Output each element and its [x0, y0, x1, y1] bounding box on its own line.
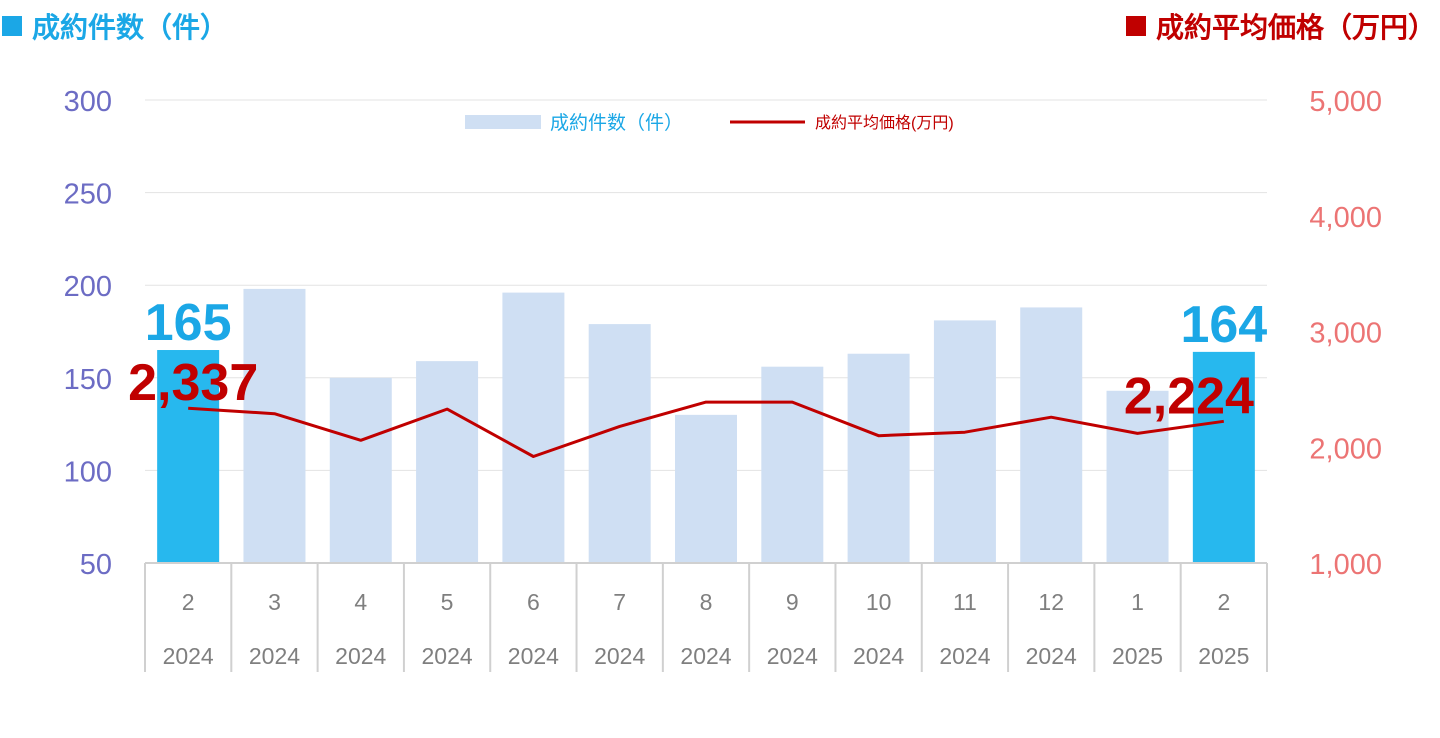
- left-axis-tick: 50: [80, 549, 112, 581]
- bar-count-6: [588, 324, 651, 563]
- count-data-label: 164: [1180, 296, 1267, 354]
- right-axis-tick: 2,000: [1309, 433, 1382, 465]
- left-axis-header: 成約件数（件）: [2, 6, 228, 46]
- legend-line-label: 成約平均価格(万円): [815, 114, 954, 132]
- x-tick-month: 10: [866, 589, 892, 615]
- price-data-label: 2,337: [128, 354, 258, 412]
- x-tick-month: 6: [527, 589, 540, 615]
- right-axis-tick: 5,000: [1309, 86, 1382, 118]
- x-tick-year: 2024: [249, 643, 300, 669]
- bar-count-13: [1192, 351, 1255, 563]
- legend-bar-swatch: [465, 115, 541, 129]
- bar-count-8: [761, 366, 824, 563]
- right-axis-tick: 3,000: [1309, 318, 1382, 350]
- bar-count-9: [847, 353, 910, 563]
- x-tick-year: 2024: [767, 643, 818, 669]
- bar-count-10: [933, 320, 996, 563]
- x-tick-month: 2: [182, 589, 195, 615]
- bar-count-3: [329, 377, 392, 563]
- x-tick-year: 2024: [853, 643, 904, 669]
- bar-count-1: [157, 350, 220, 563]
- x-tick-month: 9: [786, 589, 799, 615]
- x-tick-year: 2024: [421, 643, 472, 669]
- bar-count-12: [1106, 390, 1169, 563]
- left-axis-tick: 100: [64, 456, 112, 488]
- right-axis-tick: 1,000: [1309, 549, 1382, 581]
- left-axis-tick: 150: [64, 364, 112, 396]
- left-axis-header-text: 成約件数（件）: [32, 11, 229, 44]
- x-tick-year: 2024: [335, 643, 386, 669]
- right-axis-header-text: 成約平均価格（万円）: [1155, 11, 1436, 44]
- x-tick-month: 7: [613, 589, 626, 615]
- x-tick-year: 2024: [163, 643, 214, 669]
- bar-count-2: [243, 288, 306, 563]
- left-axis-tick: 300: [64, 86, 112, 118]
- x-tick-year: 2024: [939, 643, 990, 669]
- square-icon: [1125, 16, 1146, 36]
- legend-bar-label: 成約件数（件）: [550, 112, 683, 134]
- bar-count-11: [1020, 307, 1083, 563]
- x-tick-year: 2024: [1026, 643, 1077, 669]
- count-data-label: 165: [145, 294, 232, 352]
- x-tick-month: 1: [1131, 589, 1144, 615]
- x-tick-year: 2024: [680, 643, 731, 669]
- bar-count-7: [675, 414, 737, 563]
- right-axis-header: 成約平均価格（万円）: [1125, 6, 1436, 46]
- bar-count-5: [502, 292, 565, 563]
- right-axis-tick: 4,000: [1309, 202, 1382, 234]
- x-tick-year: 2024: [508, 643, 559, 669]
- x-tick-year: 2025: [1198, 643, 1249, 669]
- x-tick-year: 2024: [594, 643, 645, 669]
- x-tick-month: 5: [441, 589, 454, 615]
- x-tick-year: 2025: [1112, 643, 1163, 669]
- x-tick-month: 2: [1217, 589, 1230, 615]
- bar-count-4: [416, 361, 479, 563]
- x-tick-month: 12: [1038, 589, 1064, 615]
- price-data-label: 2,224: [1124, 367, 1254, 425]
- left-axis-tick: 200: [64, 271, 112, 303]
- square-icon: [2, 16, 22, 36]
- x-tick-month: 8: [700, 589, 713, 615]
- left-axis-tick: 250: [64, 179, 112, 211]
- x-tick-month: 3: [268, 589, 281, 615]
- x-tick-month: 4: [354, 589, 367, 615]
- x-tick-month: 11: [953, 589, 977, 615]
